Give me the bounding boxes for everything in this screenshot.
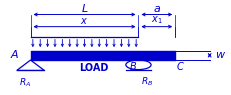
Text: $L$: $L$ xyxy=(81,2,88,14)
Text: $a$: $a$ xyxy=(153,4,161,14)
Text: $R_B$: $R_B$ xyxy=(141,76,153,88)
Text: $R_A$: $R_A$ xyxy=(19,77,31,89)
Text: $w$: $w$ xyxy=(215,50,226,60)
Text: $B$: $B$ xyxy=(129,61,137,72)
Text: $x$: $x$ xyxy=(80,16,88,26)
Text: $C$: $C$ xyxy=(176,61,185,72)
Text: $A$: $A$ xyxy=(10,48,19,60)
Text: LOAD: LOAD xyxy=(79,63,108,73)
Text: $x_1$: $x_1$ xyxy=(151,14,163,26)
